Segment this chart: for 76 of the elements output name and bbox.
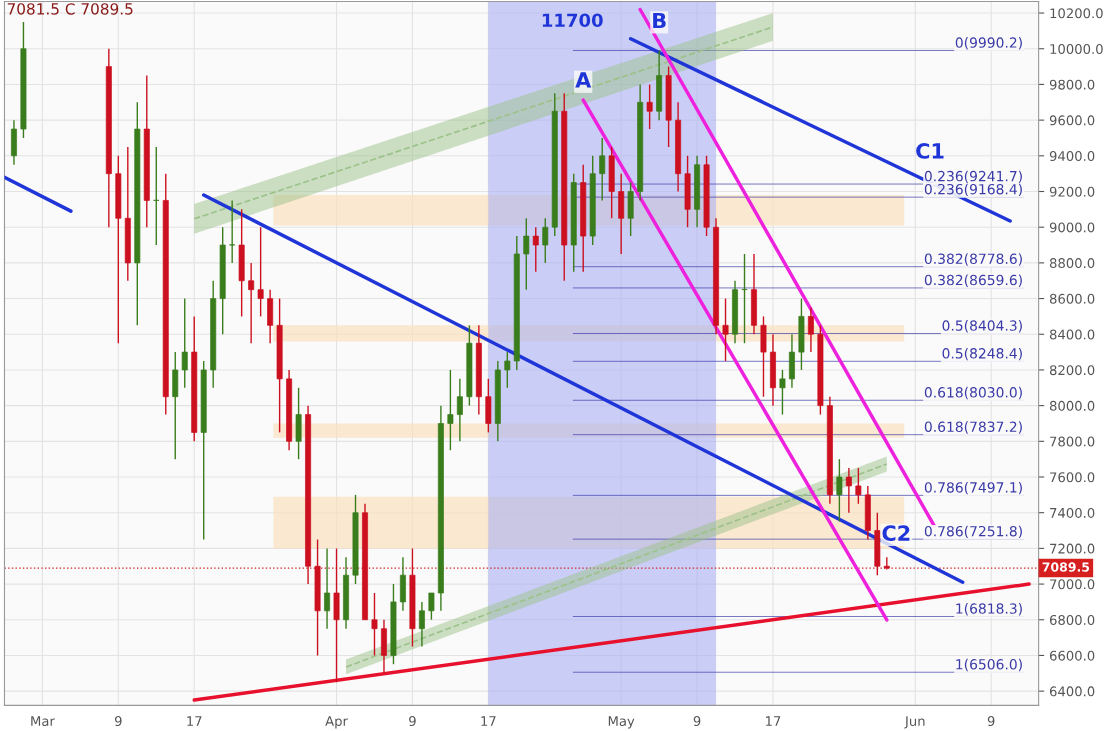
y-tick-label: 6400.0 (1049, 686, 1095, 697)
ref-line-label: 7089.5 (1042, 562, 1090, 572)
x-tick-label: 9 (409, 716, 416, 727)
y-tick-label: 8200.0 (1049, 365, 1095, 376)
x-tick-label: 17 (481, 716, 496, 726)
y-tick-label: 10200.0 (1050, 8, 1103, 19)
y-tick-label: 8000.0 (1049, 400, 1095, 411)
ref-line-label: 0.236(9168.4) (924, 183, 1022, 197)
candlestick (324, 547, 331, 630)
y-tick-label: 7200.0 (1050, 543, 1095, 554)
x-tick-label: 9 (987, 716, 995, 727)
y-tick-label: 9600.0 (1049, 115, 1095, 126)
x-tick-label: May (608, 716, 635, 729)
ref-line-label: 0.5(8248.4) (942, 347, 1022, 361)
x-tick-label: Apr (325, 716, 348, 729)
y-tick-label: 9400.0 (1049, 151, 1095, 162)
candlestick (722, 297, 729, 362)
candlestick (229, 199, 236, 264)
y-tick-label: 7600.0 (1050, 472, 1095, 483)
ref-line-label: 0.618(8030.0) (924, 386, 1022, 400)
ref-line-label: 0.618(7837.2) (924, 421, 1022, 434)
candlestick (248, 262, 255, 344)
candlestick (542, 217, 549, 264)
annotation: B (653, 12, 666, 29)
x-tick-label: 17 (766, 716, 781, 726)
candlestick (741, 253, 748, 344)
y-tick-label: 10000.0 (1050, 43, 1103, 54)
ref-line-label: 0.786(7497.1) (924, 481, 1022, 495)
candlestick (807, 306, 814, 353)
candlestick (428, 592, 435, 621)
annotation: 7081.5 C 7089.5 (7, 3, 133, 15)
y-tick-label: 9800.0 (1049, 79, 1095, 90)
candlestick (883, 556, 890, 571)
x-tick-label: 9 (114, 716, 122, 727)
ref-line-label: 0(9990.2) (955, 37, 1022, 50)
ref-line-label: 1(6506.0) (956, 658, 1022, 672)
candlestick (153, 146, 160, 246)
y-tick-label: 8800.0 (1049, 258, 1095, 269)
ref-line-label: 0.786(7251.8) (924, 525, 1022, 539)
candlestick (257, 226, 264, 318)
ref-line-label: 0.382(8659.6) (924, 274, 1022, 287)
y-tick-label: 6600.0 (1049, 650, 1095, 661)
y-tick-label: 9200.0 (1049, 186, 1095, 197)
y-tick-label: 8400.0 (1049, 329, 1095, 340)
candlestick (532, 226, 539, 273)
candlestick (779, 369, 786, 416)
annotation: C2 (882, 525, 910, 542)
ref-line-label: 0.236(9241.7) (924, 170, 1022, 183)
ref-line-label: 1(6818.3) (956, 603, 1022, 616)
candlestick (447, 369, 454, 451)
candlestick (855, 467, 862, 505)
candlestick (181, 297, 188, 389)
y-tick-label: 6800.0 (1049, 614, 1095, 625)
candlestick (456, 378, 463, 443)
candlestick (418, 601, 425, 648)
candlestick (845, 467, 852, 514)
candlestick (371, 592, 378, 657)
ref-line-label: 0.382(8778.6) (924, 253, 1022, 266)
annotation: 11700 (542, 13, 603, 28)
candlestick (599, 137, 606, 202)
x-tick-label: 17 (187, 716, 202, 726)
y-tick-label: 7400.0 (1050, 507, 1095, 518)
candlestick (523, 217, 530, 291)
y-tick-label: 7800.0 (1050, 436, 1095, 447)
x-tick-label: 9 (693, 716, 701, 727)
y-tick-label: 7000.0 (1050, 579, 1095, 590)
x-tick-label: Jun (904, 716, 925, 729)
candlestick (836, 458, 843, 523)
x-tick-label: Mar (31, 716, 55, 727)
annotation: A (575, 72, 592, 88)
y-tick-label: 9000.0 (1049, 222, 1095, 233)
ref-line-label: 0.5(8404.3) (942, 320, 1022, 333)
y-tick-label: 8600.0 (1049, 293, 1095, 304)
annotation: C1 (916, 143, 944, 159)
candlestick (504, 351, 511, 389)
candlestick (646, 83, 653, 130)
